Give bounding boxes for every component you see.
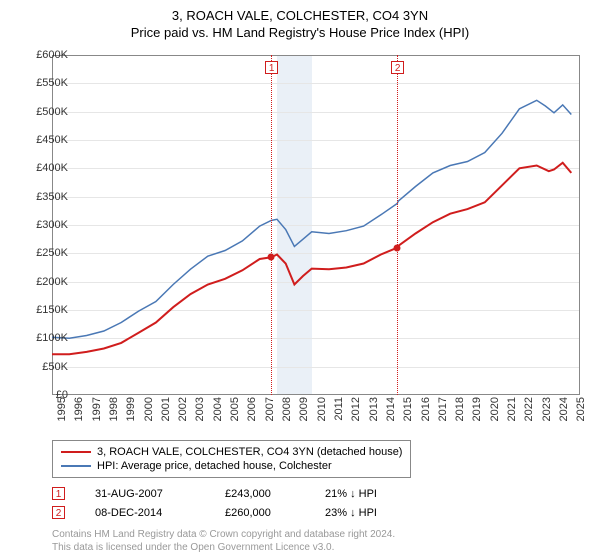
x-axis-label: 1997	[91, 397, 103, 427]
sale-num-box: 2	[52, 506, 65, 519]
footer: Contains HM Land Registry data © Crown c…	[52, 528, 395, 554]
legend: 3, ROACH VALE, COLCHESTER, CO4 3YN (deta…	[52, 440, 411, 478]
x-axis-label: 2019	[471, 397, 483, 427]
legend-swatch	[61, 451, 91, 453]
sale-diff: 21% ↓ HPI	[325, 488, 415, 500]
sale-dot	[394, 244, 401, 251]
sale-marker-line	[271, 55, 272, 395]
x-axis-label: 2013	[368, 397, 380, 427]
y-axis-label: £250K	[22, 247, 68, 259]
y-axis-label: £350K	[22, 191, 68, 203]
x-axis-label: 2008	[281, 397, 293, 427]
x-axis-label: 2010	[316, 397, 328, 427]
y-axis-label: £300K	[22, 219, 68, 231]
x-axis-label: 2024	[558, 397, 570, 427]
y-axis-label: £450K	[22, 134, 68, 146]
series-property	[52, 163, 571, 355]
x-axis-label: 2015	[402, 397, 414, 427]
y-axis-label: £100K	[22, 332, 68, 344]
sale-diff: 23% ↓ HPI	[325, 507, 415, 519]
x-axis-label: 2022	[523, 397, 535, 427]
footer-line: This data is licensed under the Open Gov…	[52, 541, 395, 554]
x-axis-label: 2005	[229, 397, 241, 427]
x-axis-label: 2003	[194, 397, 206, 427]
title-block: 3, ROACH VALE, COLCHESTER, CO4 3YN Price…	[0, 0, 600, 40]
y-axis-label: £400K	[22, 162, 68, 174]
x-axis-label: 2002	[177, 397, 189, 427]
x-axis-label: 2025	[575, 397, 587, 427]
legend-item: 3, ROACH VALE, COLCHESTER, CO4 3YN (deta…	[61, 445, 402, 459]
y-axis-label: £50K	[22, 361, 68, 373]
sale-dot	[268, 254, 275, 261]
sale-row: 2 08-DEC-2014 £260,000 23% ↓ HPI	[52, 503, 415, 522]
x-axis-label: 1998	[108, 397, 120, 427]
sale-marker-box: 2	[391, 61, 404, 74]
x-axis-label: 2000	[143, 397, 155, 427]
y-axis-label: £550K	[22, 77, 68, 89]
x-axis-label: 2001	[160, 397, 172, 427]
x-axis-label: 2021	[506, 397, 518, 427]
title-sub: Price paid vs. HM Land Registry's House …	[0, 25, 600, 40]
legend-item: HPI: Average price, detached house, Colc…	[61, 459, 402, 473]
sale-row: 1 31-AUG-2007 £243,000 21% ↓ HPI	[52, 484, 415, 503]
sales-table: 1 31-AUG-2007 £243,000 21% ↓ HPI 2 08-DE…	[52, 484, 415, 522]
x-axis-label: 2014	[385, 397, 397, 427]
sale-num-box: 1	[52, 487, 65, 500]
x-axis-label: 2011	[333, 397, 345, 427]
x-axis-label: 1995	[56, 397, 68, 427]
title-address: 3, ROACH VALE, COLCHESTER, CO4 3YN	[0, 8, 600, 23]
x-axis-label: 2018	[454, 397, 466, 427]
sale-price: £243,000	[225, 488, 295, 500]
legend-label: HPI: Average price, detached house, Colc…	[97, 460, 332, 472]
chart-area: 12	[52, 55, 580, 395]
chart-container: 3, ROACH VALE, COLCHESTER, CO4 3YN Price…	[0, 0, 600, 560]
x-axis-label: 2020	[489, 397, 501, 427]
y-axis-label: £150K	[22, 304, 68, 316]
x-axis-label: 2009	[298, 397, 310, 427]
x-axis-label: 2023	[541, 397, 553, 427]
footer-line: Contains HM Land Registry data © Crown c…	[52, 528, 395, 541]
x-axis-label: 2017	[437, 397, 449, 427]
sale-date: 31-AUG-2007	[95, 488, 195, 500]
sale-date: 08-DEC-2014	[95, 507, 195, 519]
x-axis-label: 1999	[125, 397, 137, 427]
legend-label: 3, ROACH VALE, COLCHESTER, CO4 3YN (deta…	[97, 446, 402, 458]
legend-swatch	[61, 465, 91, 467]
sale-price: £260,000	[225, 507, 295, 519]
sale-marker-box: 1	[265, 61, 278, 74]
y-axis-label: £200K	[22, 276, 68, 288]
x-axis-label: 2016	[420, 397, 432, 427]
x-axis-label: 2012	[350, 397, 362, 427]
x-axis-label: 2007	[264, 397, 276, 427]
line-series-svg	[52, 55, 580, 395]
x-axis-label: 2004	[212, 397, 224, 427]
sale-marker-line	[397, 55, 398, 395]
y-axis-label: £500K	[22, 106, 68, 118]
x-axis-label: 1996	[73, 397, 85, 427]
x-axis-label: 2006	[246, 397, 258, 427]
series-hpi	[52, 100, 571, 338]
y-axis-label: £600K	[22, 49, 68, 61]
